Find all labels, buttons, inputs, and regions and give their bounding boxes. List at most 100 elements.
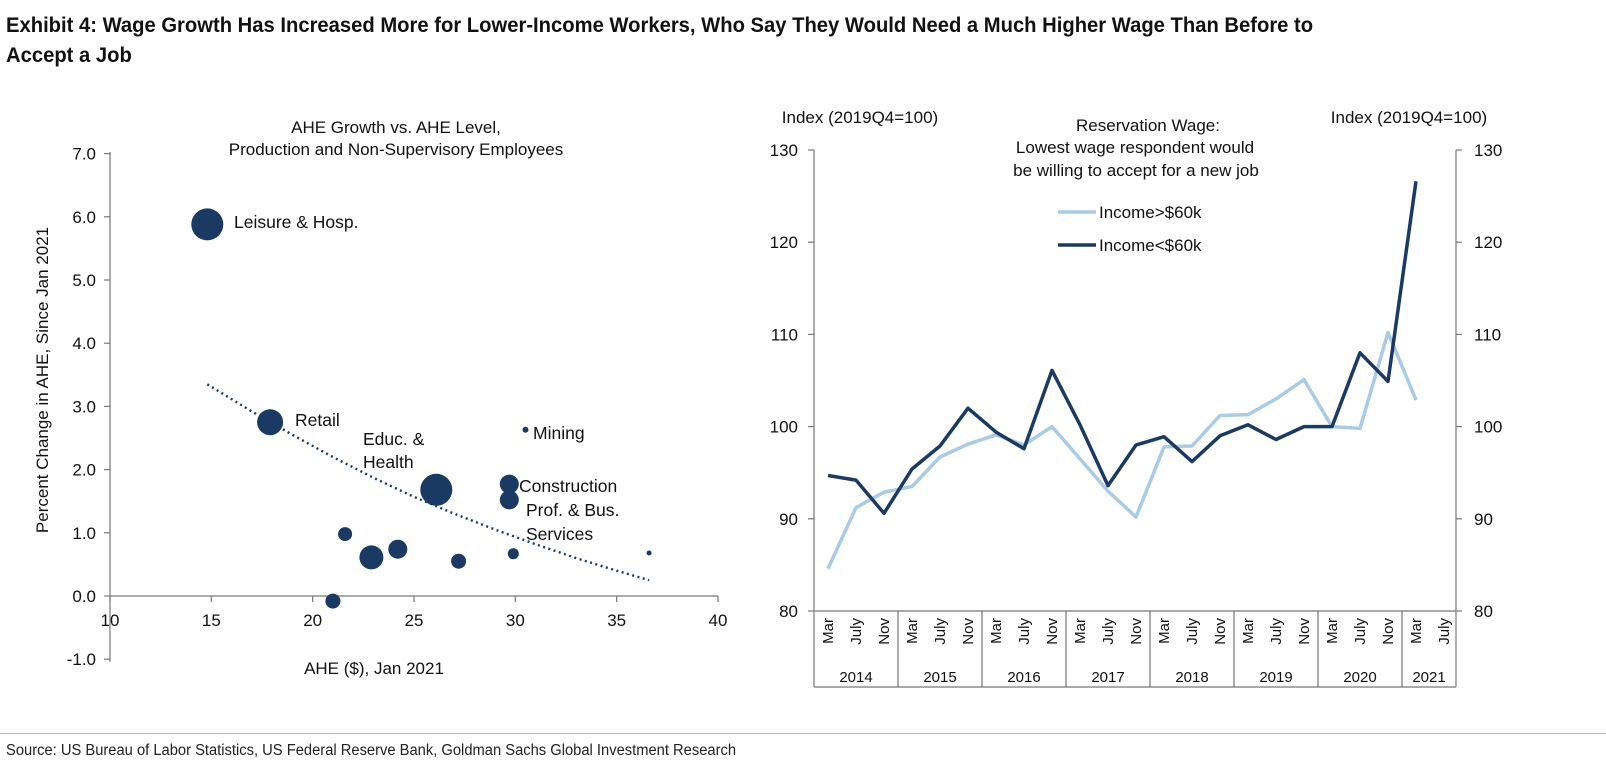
line-series xyxy=(826,181,1418,570)
line-x-year-label: 2015 xyxy=(923,669,956,686)
line-x-month-label: July xyxy=(932,618,949,645)
scatter-point xyxy=(451,553,467,569)
legend-label-high-income: Income>$60k xyxy=(1099,203,1202,222)
line-x-month-label: Mar xyxy=(1072,618,1089,644)
line-right-y-tick-label: 90 xyxy=(1474,510,1493,529)
source-note: Source: US Bureau of Labor Statistics, U… xyxy=(6,742,737,759)
line-x-month-label: Mar xyxy=(988,618,1005,644)
line-x-month-label: July xyxy=(1016,618,1033,645)
scatter-point xyxy=(646,550,652,556)
label-prof-line-2: Services xyxy=(526,524,593,544)
label-educ-line-1: Educ. & xyxy=(363,429,425,449)
title-line-1: Exhibit 4: Wage Growth Has Increased Mor… xyxy=(6,13,1314,37)
label-prof-line-1: Prof. & Bus. xyxy=(526,500,619,520)
line-x-month-label: Nov xyxy=(1212,618,1229,645)
scatter-y-ticks: -1.0 0.0 1.0 2.0 3.0 4.0 5.0 6.0 7.0 xyxy=(67,145,110,669)
line-x-month-label: Nov xyxy=(960,618,977,645)
series-line-high-income xyxy=(826,330,1418,570)
line-x-month-label: Mar xyxy=(1408,618,1425,644)
line-x-year-label: 2016 xyxy=(1007,669,1040,686)
scatter-title-line-1: AHE Growth vs. AHE Level, xyxy=(291,118,501,137)
scatter-points xyxy=(191,208,652,609)
right-axis-title: Index (2019Q4=100) xyxy=(1331,108,1487,127)
title-line-2: Accept a Job xyxy=(6,43,132,67)
line-x-month-label: Mar xyxy=(1156,618,1173,644)
scatter-point xyxy=(257,409,284,436)
line-x-year-label: 2018 xyxy=(1175,669,1208,686)
scatter-title-line-2: Production and Non-Supervisory Employees xyxy=(229,140,564,159)
line-x-month-label: Mar xyxy=(904,618,921,644)
left-axis-title: Index (2019Q4=100) xyxy=(782,108,938,127)
line-left-y-tick-label: 90 xyxy=(779,510,798,529)
scatter-point xyxy=(388,539,408,559)
line-right-y-tick-label: 100 xyxy=(1474,418,1502,437)
line-x-year-label: 2017 xyxy=(1091,669,1124,686)
scatter-y-tick-label: 0.0 xyxy=(72,587,96,606)
line-x-month-label: Nov xyxy=(1296,618,1313,645)
scatter-x-tick-label: 15 xyxy=(202,611,221,630)
scatter-x-ticks: 10 15 20 25 30 35 40 xyxy=(101,596,727,630)
scatter-y-tick-label: 1.0 xyxy=(72,524,96,543)
line-right-y-tick-label: 80 xyxy=(1474,602,1493,621)
scatter-y-label: Percent Change in AHE, Since Jan 2021 xyxy=(33,227,52,533)
scatter-x-tick-label: 20 xyxy=(303,611,322,630)
scatter-labels: Leisure & Hosp. Retail Educ. & Health Mi… xyxy=(234,212,619,544)
reservation-wage-chart: Index (2019Q4=100) Index (2019Q4=100) Re… xyxy=(770,108,1503,688)
scatter-point xyxy=(338,527,353,542)
line-x-month-label: July xyxy=(1268,618,1285,645)
scatter-y-tick-label: 6.0 xyxy=(72,208,96,227)
scatter-x-tick-label: 35 xyxy=(607,611,626,630)
label-mining: Mining xyxy=(533,423,585,443)
scatter-y-tick-label: 2.0 xyxy=(72,461,96,480)
scatter-point xyxy=(499,474,519,494)
label-educ-line-2: Health xyxy=(363,452,414,472)
label-leisure-hosp: Leisure & Hosp. xyxy=(234,212,359,232)
scatter-y-tick-label: 5.0 xyxy=(72,271,96,290)
series-line-low-income xyxy=(827,181,1418,516)
line-left-y-tick-label: 120 xyxy=(770,233,798,252)
scatter-chart: AHE Growth vs. AHE Level, Production and… xyxy=(33,118,727,678)
scatter-point xyxy=(499,490,519,510)
line-title-line-1: Reservation Wage: xyxy=(1076,116,1220,135)
line-right-y-tick-label: 110 xyxy=(1474,325,1501,344)
line-x-year-label: 2020 xyxy=(1343,669,1376,686)
line-x-month-label: July xyxy=(1352,618,1369,645)
source-divider xyxy=(0,733,1606,734)
line-x-month-label: Mar xyxy=(1324,618,1341,644)
line-title-line-3: be willing to accept for a new job xyxy=(1013,161,1259,180)
scatter-point xyxy=(507,548,519,560)
line-x-month-label: Nov xyxy=(1128,618,1145,645)
line-x-ticks: Mar July Nov Mar July Nov Mar July Nov Mar July Nov… xyxy=(813,611,1457,687)
scatter-point xyxy=(522,426,529,433)
scatter-x-tick-label: 30 xyxy=(506,611,525,630)
label-construction: Construction xyxy=(519,476,617,496)
exhibit-title: Exhibit 4: Wage Growth Has Increased Mor… xyxy=(6,10,1501,70)
line-right-y-tick-label: 130 xyxy=(1474,141,1502,160)
line-legend: Income>$60k Income<$60k xyxy=(1058,203,1202,255)
line-left-y-tick-label: 100 xyxy=(770,418,798,437)
scatter-point xyxy=(359,545,384,570)
line-x-month-label: July xyxy=(1100,618,1117,645)
scatter-point xyxy=(191,208,224,241)
scatter-x-tick-label: 10 xyxy=(101,611,120,630)
line-x-year-label: 2021 xyxy=(1412,669,1445,686)
line-x-month-label: Mar xyxy=(820,618,837,644)
line-left-y-tick-label: 110 xyxy=(771,325,798,344)
label-retail: Retail xyxy=(295,410,340,430)
line-left-y-tick-label: 130 xyxy=(770,141,798,160)
line-x-month-label: July xyxy=(1436,618,1453,645)
scatter-y-tick-label: 4.0 xyxy=(72,334,96,353)
line-x-month-label: Mar xyxy=(1240,618,1257,644)
scatter-point xyxy=(420,473,453,506)
scatter-y-tick-label: 3.0 xyxy=(72,397,96,416)
scatter-x-tick-label: 25 xyxy=(405,611,424,630)
line-right-y-tick-label: 120 xyxy=(1474,233,1502,252)
legend-label-low-income: Income<$60k xyxy=(1099,236,1202,255)
line-x-year-label: 2019 xyxy=(1259,669,1292,686)
line-x-month-label: July xyxy=(848,618,865,645)
line-x-month-label: Nov xyxy=(1044,618,1061,645)
line-x-month-label: Nov xyxy=(876,618,893,645)
line-y-ticks: 80 80 90 90 100 100 110 110 120 120 130 130 xyxy=(770,141,1503,621)
line-x-year-label: 2014 xyxy=(839,669,872,686)
scatter-x-label: AHE ($), Jan 2021 xyxy=(304,659,444,678)
